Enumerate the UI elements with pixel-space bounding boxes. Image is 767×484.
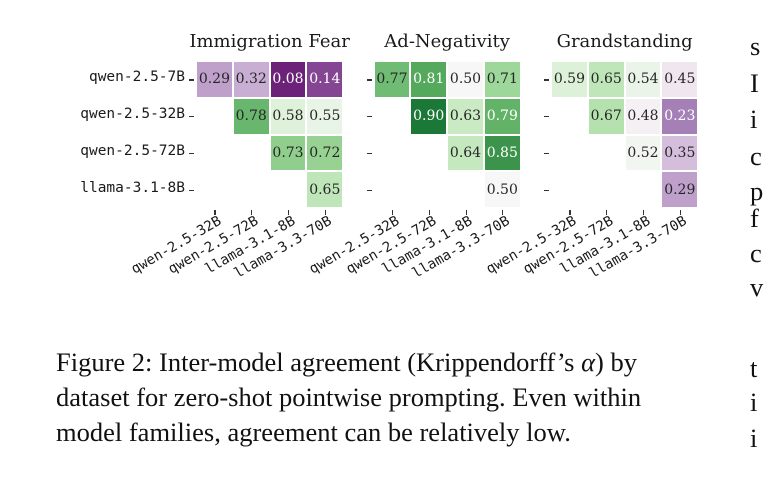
heatmap-cell: 0.73 (269, 134, 307, 172)
heatmap-cell: 0.23 (661, 97, 699, 135)
heatmap-cell: 0.54 (624, 61, 662, 98)
heatmap-cell: 0.58 (269, 97, 307, 135)
heatmap-figure: qwen-2.5-7B qwen-2.5-32B qwen-2.5-72B llama… (80, 31, 699, 282)
row-label: qwen-2.5-7B (88, 69, 185, 86)
x-tick (288, 210, 290, 216)
row-label: llama-3.1-8B (80, 179, 185, 196)
heatmap-cell: 0.55 (306, 97, 344, 135)
heatmap-cell: 0.35 (661, 134, 699, 172)
heatmap-cell: 0.71 (483, 61, 521, 98)
heatmap-cell: 0.50 (483, 171, 521, 209)
caption-line-3: model families, agreement can be relativ… (56, 417, 571, 447)
x-tick (569, 210, 571, 216)
heatmap-cell: 0.32 (232, 61, 270, 98)
alpha-symbol: α (581, 347, 596, 377)
heatmap-cell: 0.59 (551, 61, 588, 98)
heatmap-cell: 0.29 (196, 61, 233, 98)
heatmap-cell: 0.78 (232, 97, 270, 135)
caption-line-2: dataset for zero-shot pointwise promptin… (56, 382, 642, 412)
heatmap-cell: 0.52 (624, 134, 662, 172)
x-tick (606, 210, 608, 216)
clipped-text-char: i (750, 104, 758, 134)
clipped-text-char: i (750, 423, 758, 453)
heatmap-cell: 0.72 (306, 134, 344, 172)
clipped-text-char: p (750, 176, 764, 206)
clipped-text-char: v (750, 272, 764, 302)
clipped-text-char: I (750, 68, 759, 98)
clipped-text-char: s (750, 31, 761, 61)
clipped-text-char: f (750, 203, 759, 233)
heatmap-cell: 0.64 (447, 134, 484, 172)
y-tick (366, 189, 372, 191)
heatmap-cell: 0.48 (624, 97, 662, 135)
heatmap-cell: 0.77 (373, 61, 411, 98)
x-tick (324, 210, 326, 216)
y-tick (544, 189, 549, 191)
heatmap-cell: 0.67 (587, 97, 625, 135)
x-tick (679, 210, 681, 216)
y-tick (189, 116, 194, 118)
caption-line-1: Figure 2: Inter-model agreement (Krippen… (56, 345, 716, 380)
heatmap-cell: 0.85 (483, 134, 521, 172)
heatmap-cell: 0.90 (410, 97, 448, 135)
x-tick (465, 210, 467, 216)
y-tick (189, 79, 194, 81)
x-tick (643, 210, 645, 216)
y-tick (366, 79, 372, 81)
heatmap-cell: 0.08 (269, 61, 307, 98)
row-label: qwen-2.5-72B (80, 143, 185, 159)
panel-title: Immigration Fear (189, 31, 350, 52)
clipped-text-char: i (750, 387, 758, 417)
figure-caption: Figure 2: Inter-model agreement (Krippen… (56, 345, 716, 450)
panel-title: Grandstanding (556, 31, 693, 52)
heatmap-cell: 0.29 (661, 171, 699, 209)
x-tick (214, 210, 216, 216)
y-tick (544, 116, 549, 118)
caption-text: Figure 2: Inter-model agreement (Krippen… (56, 347, 582, 377)
heatmap-cell: 0.79 (483, 97, 521, 135)
caption-text: ) by (595, 347, 637, 377)
row-label: qwen-2.5-32B (80, 106, 185, 123)
clipped-text-char: c (750, 141, 762, 171)
y-tick (366, 153, 372, 155)
heatmap-cell: 0.65 (306, 171, 344, 209)
heatmap-cell: 0.65 (587, 61, 625, 98)
panel-title: Ad-Negativity (384, 31, 510, 52)
heatmap-cell: 0.14 (306, 61, 344, 98)
y-tick (366, 116, 372, 118)
y-tick (544, 79, 549, 81)
heatmap-cell: 0.45 (661, 61, 699, 98)
y-tick (544, 153, 549, 155)
x-tick (391, 210, 394, 216)
clipped-text-char: c (750, 238, 762, 268)
heatmap-cell: 0.50 (447, 61, 484, 98)
y-tick (189, 153, 194, 155)
x-tick (502, 210, 504, 216)
y-tick (189, 189, 194, 191)
x-tick (428, 210, 430, 216)
x-tick (251, 210, 253, 216)
clipped-text-char: t (750, 353, 758, 383)
heatmap-cell: 0.63 (447, 97, 484, 135)
heatmap-cell: 0.81 (410, 61, 448, 98)
